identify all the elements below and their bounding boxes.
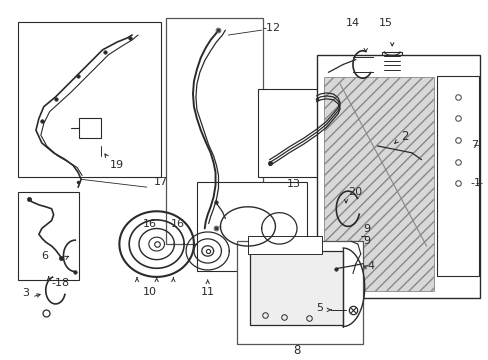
Text: 11: 11 <box>200 287 214 297</box>
Text: 9: 9 <box>362 224 369 234</box>
Text: 20: 20 <box>347 187 362 197</box>
Bar <box>323 77 433 291</box>
Text: 10: 10 <box>142 287 157 297</box>
Text: 14: 14 <box>345 18 359 28</box>
Bar <box>18 22 160 177</box>
Text: 9: 9 <box>362 236 369 246</box>
Bar <box>247 236 321 254</box>
Text: 4: 4 <box>367 261 374 271</box>
Text: 8: 8 <box>293 344 300 357</box>
Bar <box>166 18 262 244</box>
Text: -12: -12 <box>262 23 280 33</box>
Bar <box>257 89 363 177</box>
Text: 19: 19 <box>109 160 123 170</box>
Bar <box>237 241 362 344</box>
Bar <box>249 251 343 325</box>
Bar <box>197 182 306 271</box>
Bar <box>18 192 79 280</box>
Text: 13: 13 <box>286 179 301 189</box>
Bar <box>336 146 353 167</box>
Text: 3: 3 <box>22 288 29 298</box>
Text: 6: 6 <box>41 251 49 261</box>
Bar <box>316 55 479 298</box>
Text: 2: 2 <box>400 130 407 143</box>
Text: -1: -1 <box>469 178 481 188</box>
Text: 7: 7 <box>470 140 478 150</box>
Bar <box>382 52 401 77</box>
Bar <box>436 76 478 276</box>
Text: 15: 15 <box>378 18 391 28</box>
Bar <box>79 118 101 138</box>
Text: 16: 16 <box>171 220 185 229</box>
Bar <box>285 240 298 256</box>
Text: 5: 5 <box>316 303 323 313</box>
Text: 17: 17 <box>153 177 167 187</box>
Text: 16: 16 <box>142 220 156 229</box>
Text: -18: -18 <box>52 278 70 288</box>
